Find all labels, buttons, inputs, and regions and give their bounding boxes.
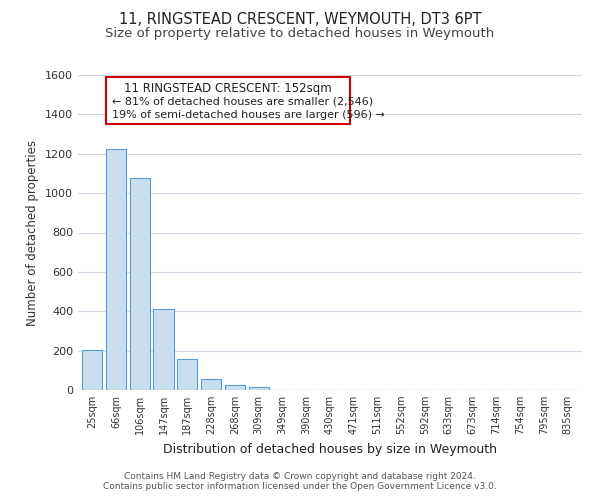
Bar bbox=[225, 385, 245, 390]
Bar bbox=[106, 149, 126, 390]
Y-axis label: Number of detached properties: Number of detached properties bbox=[26, 140, 40, 326]
Text: 19% of semi-detached houses are larger (596) →: 19% of semi-detached houses are larger (… bbox=[112, 110, 385, 120]
Text: 11, RINGSTEAD CRESCENT, WEYMOUTH, DT3 6PT: 11, RINGSTEAD CRESCENT, WEYMOUTH, DT3 6P… bbox=[119, 12, 481, 28]
Bar bbox=[201, 379, 221, 390]
Text: Size of property relative to detached houses in Weymouth: Size of property relative to detached ho… bbox=[106, 28, 494, 40]
Text: Contains public sector information licensed under the Open Government Licence v3: Contains public sector information licen… bbox=[103, 482, 497, 491]
Bar bbox=[130, 178, 150, 390]
Text: 11 RINGSTEAD CRESCENT: 152sqm: 11 RINGSTEAD CRESCENT: 152sqm bbox=[124, 82, 332, 95]
Bar bbox=[154, 310, 173, 390]
Bar bbox=[248, 387, 269, 390]
Text: Contains HM Land Registry data © Crown copyright and database right 2024.: Contains HM Land Registry data © Crown c… bbox=[124, 472, 476, 481]
X-axis label: Distribution of detached houses by size in Weymouth: Distribution of detached houses by size … bbox=[163, 442, 497, 456]
Bar bbox=[82, 350, 103, 390]
FancyBboxPatch shape bbox=[106, 76, 350, 124]
Text: ← 81% of detached houses are smaller (2,546): ← 81% of detached houses are smaller (2,… bbox=[112, 96, 373, 106]
Bar bbox=[177, 358, 197, 390]
